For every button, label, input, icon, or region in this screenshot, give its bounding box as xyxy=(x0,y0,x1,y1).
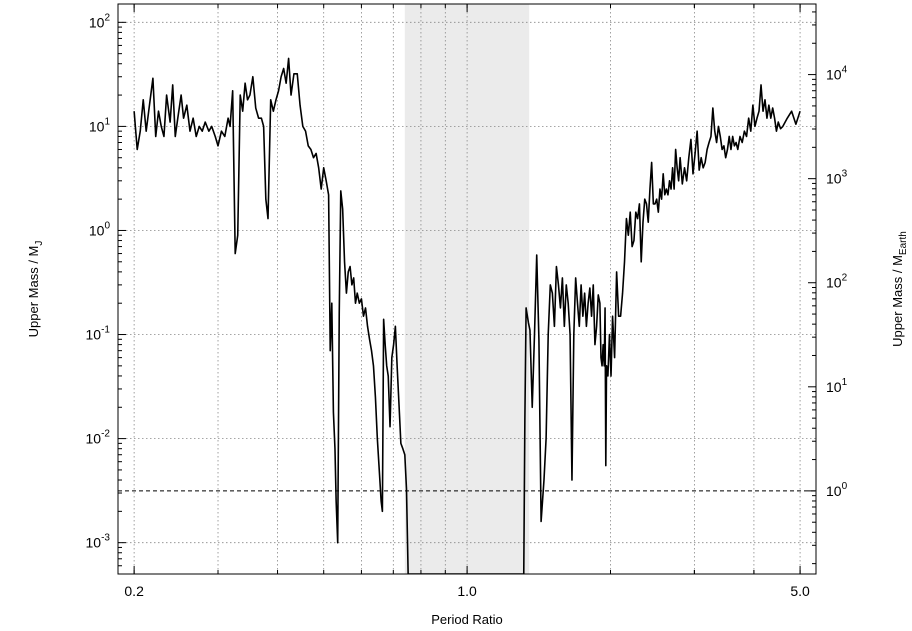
y-right-tick-base: 10 xyxy=(826,275,842,291)
y-right-tick-base: 10 xyxy=(826,171,842,187)
y-right-tick-base: 10 xyxy=(826,67,842,83)
y-left-tick-label: 102 xyxy=(89,12,111,30)
y-right-tick-label: 101 xyxy=(826,377,848,395)
x-tick-label: 5.0 xyxy=(790,583,810,599)
y-axis-right-label-base: Upper Mass / M xyxy=(890,255,905,347)
y-left-tick-base: 10 xyxy=(89,222,105,238)
y-right-tick-exp: 0 xyxy=(842,481,848,492)
tick-label-layer: 0.2 1.0 5.010-310-210-11001011021001011021… xyxy=(86,12,848,599)
y-left-tick-base: 10 xyxy=(86,431,102,447)
y-axis-left-label-base: Upper Mass / M xyxy=(26,246,41,338)
y-right-tick-label: 103 xyxy=(826,169,848,187)
y-right-tick-label: 102 xyxy=(826,273,848,291)
y-right-tick-exp: 1 xyxy=(842,377,848,388)
y-axis-right-label: Upper Mass / MEarth xyxy=(890,231,909,347)
y-axis-right-label-sub: Earth xyxy=(898,231,909,255)
y-right-tick-label: 100 xyxy=(826,481,848,499)
y-left-tick-label: 10-3 xyxy=(86,533,111,551)
series-layer xyxy=(133,57,801,574)
y-right-tick-base: 10 xyxy=(826,483,842,499)
y-right-tick-base: 10 xyxy=(826,379,842,395)
y-left-tick-exp: -3 xyxy=(101,533,110,544)
y-right-tick-exp: 2 xyxy=(842,273,848,284)
y-left-tick-base: 10 xyxy=(89,14,105,30)
y-left-tick-label: 10-2 xyxy=(86,429,111,447)
y-right-tick-exp: 4 xyxy=(842,65,848,76)
y-left-tick-label: 100 xyxy=(89,220,111,238)
y-left-tick-base: 10 xyxy=(86,327,102,343)
y-left-tick-exp: 1 xyxy=(104,116,110,127)
y-left-tick-label: 101 xyxy=(89,116,111,134)
x-tick-label: 0.2 xyxy=(124,583,144,599)
y-left-tick-base: 10 xyxy=(89,118,105,134)
y-right-tick-exp: 3 xyxy=(842,169,848,180)
y-left-tick-label: 10-1 xyxy=(86,325,111,343)
y-left-tick-exp: -2 xyxy=(101,429,110,440)
y-right-tick-label: 104 xyxy=(826,65,848,83)
series-line-0 xyxy=(133,57,801,574)
y-left-tick-exp: -1 xyxy=(101,325,110,336)
x-axis-label: Period Ratio xyxy=(431,612,503,627)
x-tick-label: 1.0 xyxy=(457,583,477,599)
y-axis-left-label-sub: J xyxy=(34,241,45,246)
y-left-tick-exp: 0 xyxy=(104,220,110,231)
y-left-tick-base: 10 xyxy=(86,535,102,551)
tick-layer xyxy=(118,4,816,575)
y-axis-left-label: Upper Mass / MJ xyxy=(26,241,45,338)
y-left-tick-exp: 2 xyxy=(104,12,110,23)
